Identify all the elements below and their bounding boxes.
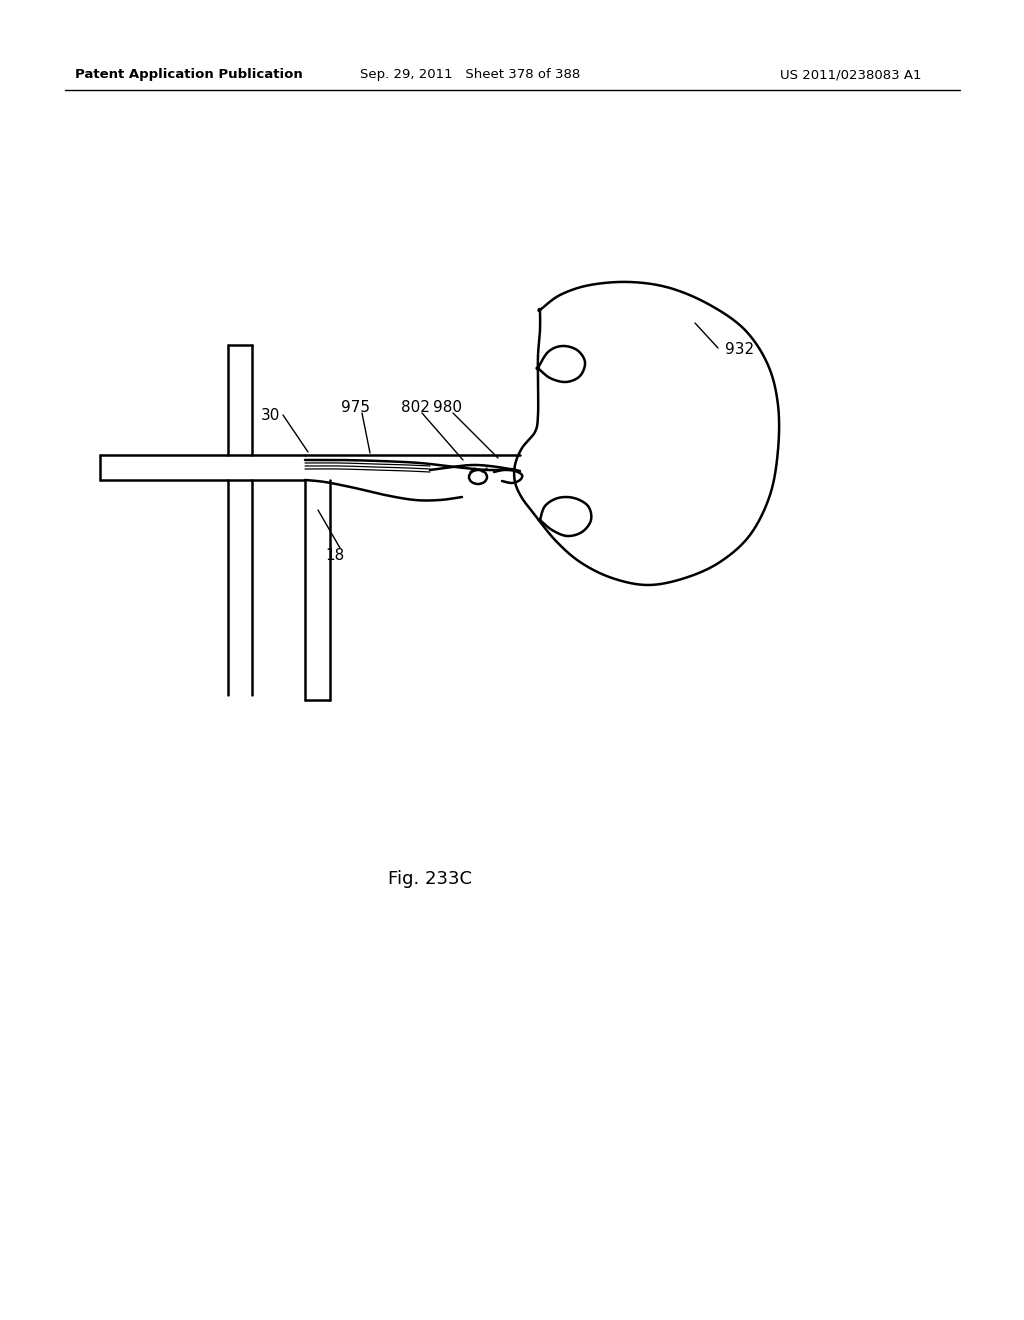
Text: 980: 980 — [432, 400, 462, 414]
Text: 30: 30 — [260, 408, 280, 422]
Text: Patent Application Publication: Patent Application Publication — [75, 69, 303, 81]
Text: Fig. 233C: Fig. 233C — [388, 870, 472, 888]
Text: 802: 802 — [400, 400, 429, 414]
Text: Sep. 29, 2011   Sheet 378 of 388: Sep. 29, 2011 Sheet 378 of 388 — [360, 69, 581, 81]
Text: US 2011/0238083 A1: US 2011/0238083 A1 — [780, 69, 922, 81]
Text: 932: 932 — [725, 342, 754, 356]
Text: 975: 975 — [341, 400, 371, 414]
Text: 18: 18 — [326, 548, 345, 564]
